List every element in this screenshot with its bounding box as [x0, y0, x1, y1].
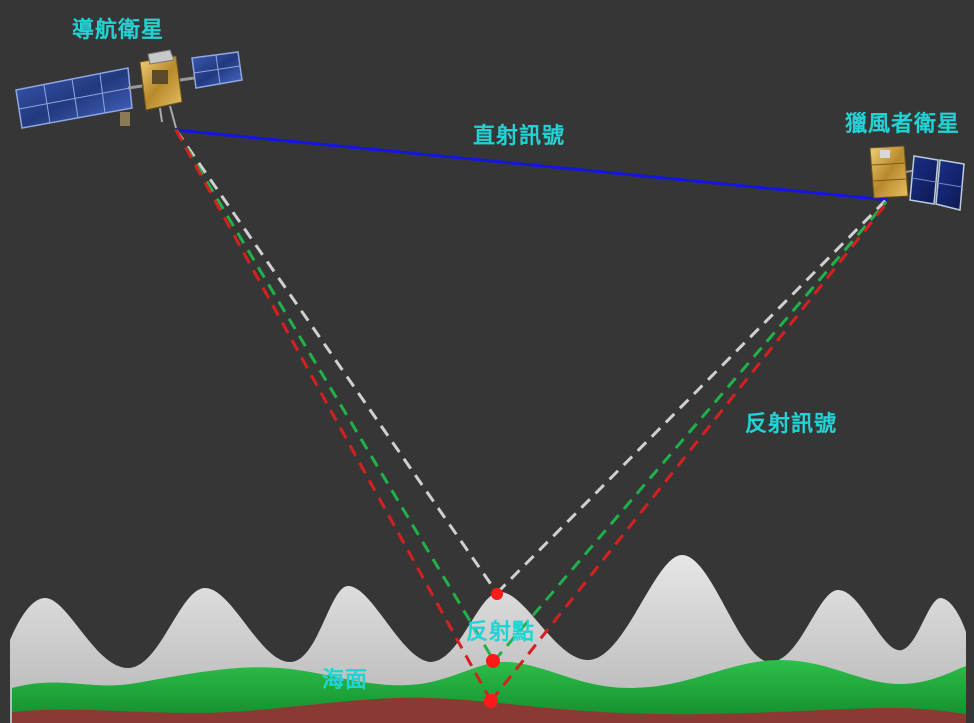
reflection-point-green [486, 654, 500, 668]
navigation-satellite-icon [15, 49, 243, 129]
direct-signal-line [175, 128, 889, 202]
ray-gray-incident [174, 129, 499, 594]
reflected-signal-label: 反射訊號 [745, 412, 838, 437]
ray-green-reflected [492, 201, 888, 662]
sea-surface-label: 海面 [322, 668, 369, 693]
ray-gray-reflected [495, 198, 888, 595]
reflection-point-label: 反射點 [466, 620, 536, 645]
wave-red [12, 697, 966, 723]
reflection-point-red [484, 694, 498, 708]
direct-signal-label: 直射訊號 [473, 124, 566, 149]
reflection-point-gray [491, 588, 503, 600]
ray-red-incident [174, 129, 493, 702]
hunter-satellite-label: 獵風者衛星 [845, 112, 961, 137]
hunter-satellite-icon [869, 145, 965, 211]
ray-red-reflected [489, 203, 888, 702]
wave-green [12, 660, 966, 723]
nav-satellite-label: 導航衛星 [72, 18, 165, 43]
ray-green-incident [174, 129, 496, 662]
